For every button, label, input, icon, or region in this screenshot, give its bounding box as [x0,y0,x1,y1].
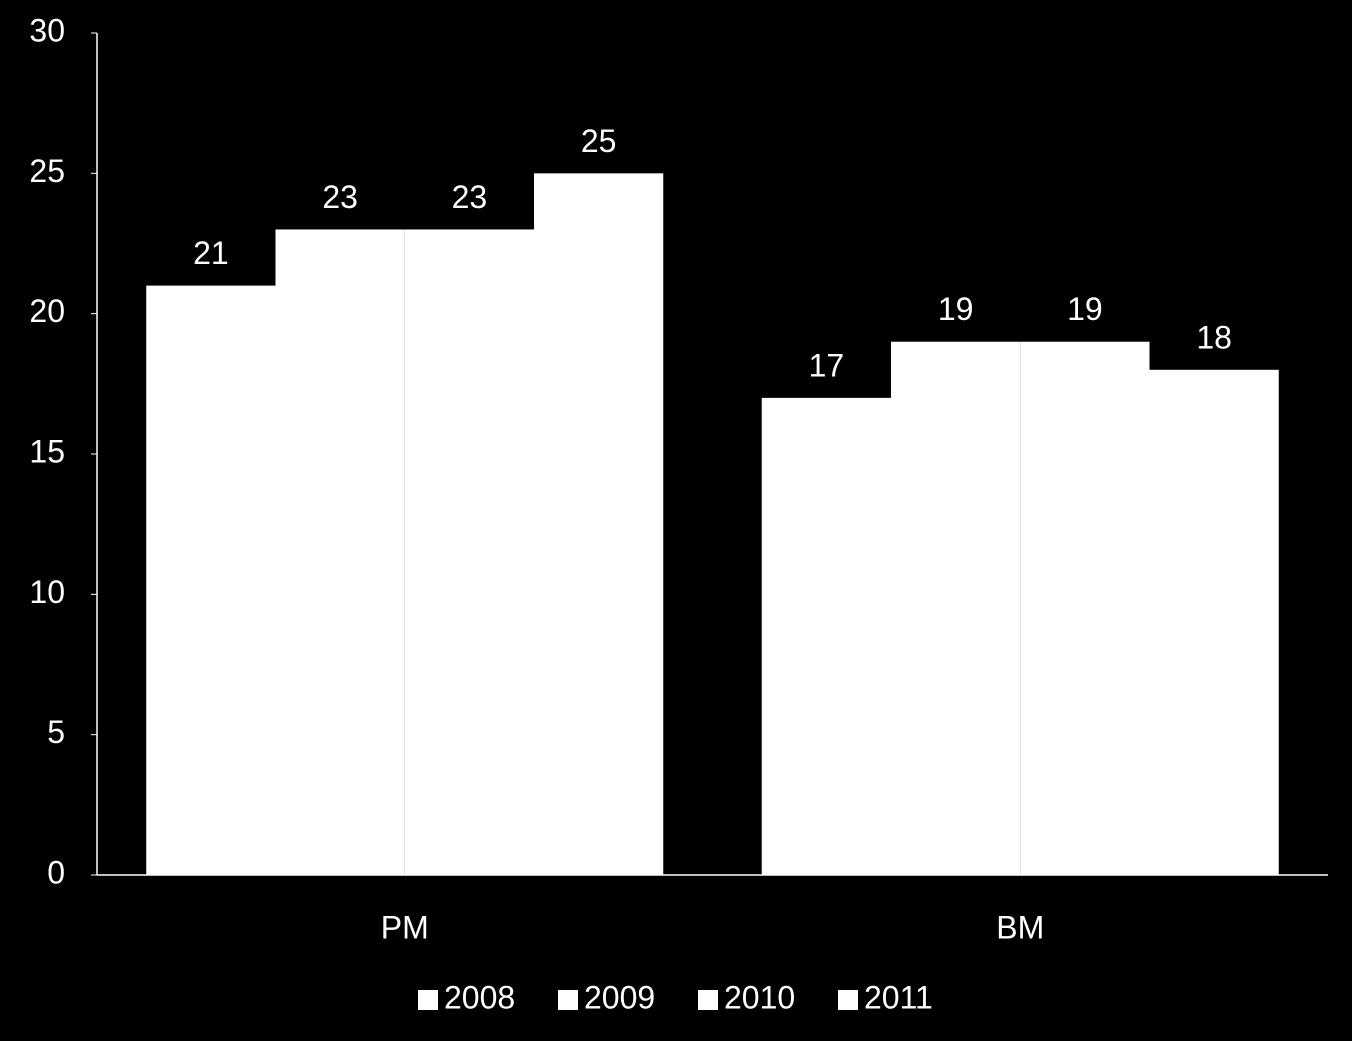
legend-swatch [558,990,578,1010]
bar [1149,369,1279,875]
data-label: 23 [322,179,358,215]
y-tick-label: 0 [47,854,65,890]
data-label: 19 [938,291,974,327]
bar [1020,341,1150,875]
y-tick-label: 15 [29,433,65,469]
y-tick-label: 20 [29,293,65,329]
legend-swatch [838,990,858,1010]
bar [534,173,664,876]
legend-label: 2009 [584,979,655,1015]
data-label: 18 [1196,319,1232,355]
x-tick-label: PM [381,909,429,945]
data-label: 17 [809,347,845,383]
bar [890,341,1021,875]
y-tick-label: 5 [47,714,65,750]
x-tick-label: BM [996,909,1044,945]
data-label: 21 [193,235,229,271]
bar [404,229,535,875]
legend-label: 2010 [724,979,795,1015]
data-label: 23 [452,179,488,215]
bar [146,285,276,876]
data-label: 19 [1067,291,1103,327]
legend-swatch [418,990,438,1010]
y-tick-label: 10 [29,574,65,610]
legend-label: 2008 [444,979,515,1015]
legend-swatch [698,990,718,1010]
data-label: 25 [581,123,617,159]
y-tick-label: 30 [29,12,65,48]
bar [761,397,891,875]
bar [275,229,405,875]
y-tick-label: 25 [29,153,65,189]
legend-label: 2011 [864,979,933,1015]
